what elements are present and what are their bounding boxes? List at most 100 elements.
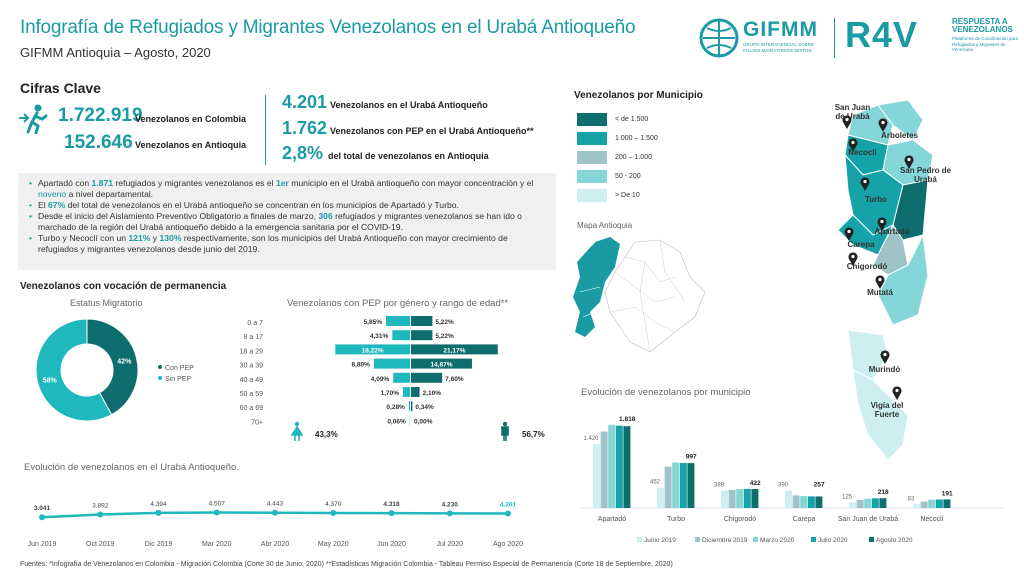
female-icon [290, 421, 304, 441]
globe-icon [699, 18, 739, 58]
legend-swatch [158, 376, 162, 380]
antioquia-value: 152.646 [64, 132, 133, 153]
female-value-label: 4,31% [370, 333, 389, 340]
male-value-label: 7,60% [445, 376, 464, 383]
age-group-label: 8 a 17 [244, 334, 264, 341]
data-label: 3.041 [34, 505, 51, 512]
antioquia-map-label: Mapa Antioquia [577, 221, 633, 230]
male-bar [411, 330, 433, 341]
walking-person-icon [19, 104, 48, 134]
r4v-logo-title: RESPUESTA A VENEZOLANOS [952, 17, 1013, 34]
bar [721, 490, 728, 508]
bar [687, 463, 695, 508]
female-value-label: 8,80% [351, 362, 370, 369]
data-label: 4.230 [442, 501, 459, 508]
male-icon [501, 421, 509, 441]
x-tick-label: Apartadó [598, 516, 627, 523]
legend-swatch [869, 537, 874, 542]
male-bar [411, 387, 420, 397]
female-value-label: 1,70% [381, 390, 400, 397]
last-value-label: 997 [686, 454, 697, 461]
permanencia-heading: Venezolanos con vocación de permanencia [20, 281, 227, 292]
bar [751, 489, 759, 508]
female-bar [393, 372, 410, 383]
data-point [505, 510, 511, 517]
age-group-label: 40 a 49 [240, 377, 263, 384]
donut-value-label: 42% [117, 358, 132, 365]
x-tick-label: Turbo [667, 516, 685, 523]
r4v-logo-subtitle: Plataforma de Coordinación para Refugiad… [952, 36, 1019, 52]
bar [928, 499, 936, 508]
bar [743, 488, 751, 508]
antioquia-map [573, 237, 706, 353]
last-value-label: 191 [942, 490, 953, 497]
map-legend-swatch [577, 151, 607, 164]
map-heading: Venezolanos por Municipio [574, 90, 703, 101]
legend-label: Agosto 2020 [876, 537, 913, 544]
male-bar [411, 401, 413, 412]
evolution-line-chart: 3.041 Jun 2019 3.892 Oct 2019 4.394 Dic 2019 4… [28, 501, 523, 548]
first-value-label: 390 [778, 482, 789, 488]
female-value-label: 18,22% [362, 347, 384, 354]
bar [943, 499, 951, 508]
donut-slice [35, 318, 113, 422]
municipio-bar-chart: 1.420 1.818 Apartadó 452 997 Turbo 389 422 Chigo… [580, 416, 1005, 544]
bar [615, 425, 623, 508]
female-total-label: 43,3% [315, 430, 338, 439]
colombia-label: Venezolanos en Colombia [135, 114, 247, 124]
x-tick-label: San Juan de Urabá [838, 516, 898, 523]
age-group-label: 70+ [251, 419, 263, 426]
municipio-label: Murindó [868, 365, 901, 374]
bar [871, 498, 879, 508]
male-bar [411, 358, 472, 369]
bar [623, 426, 631, 508]
donut-value-label: 58% [43, 378, 58, 385]
first-value-label: 452 [650, 480, 661, 486]
legend-label: Marzo 2020 [760, 537, 795, 544]
map-legend-label: < de 1.500 [615, 116, 649, 123]
note-item: Turbo y Necoclí con un 121% y 130% respe… [29, 233, 548, 255]
first-value-label: 83 [908, 496, 915, 502]
male-value-label: 21,17% [443, 347, 465, 354]
first-value-label: 1.420 [583, 436, 599, 442]
x-tick-label: Mar 2020 [202, 541, 232, 548]
bar [879, 498, 887, 508]
icon-head [294, 421, 300, 427]
key-notes: Apartadó con 1.871 refugiados y migrante… [18, 173, 556, 270]
bar [785, 490, 792, 508]
male-value-label: 5,22% [435, 333, 454, 340]
bar [849, 502, 856, 508]
status-donut-chart: 42% 58% Con PEP Sin PEP [35, 318, 194, 422]
data-label: 4.201 [500, 502, 517, 509]
age-group-label: 50 a 59 [240, 391, 263, 398]
legend-swatch [753, 537, 758, 542]
legend-label: Julio 2020 [818, 537, 848, 544]
pyramid-chart-title: Venezolanos con PEP por género y rango d… [287, 298, 509, 309]
male-value-label: 0,34% [415, 404, 434, 411]
x-tick-label: Jul 2020 [437, 541, 464, 548]
last-value-label: 218 [878, 489, 889, 496]
antioquia-label: Venezolanos en Antioquia [135, 140, 247, 150]
municipio-label: Arboletes [881, 131, 918, 140]
municipio-label: Turbo [864, 195, 888, 204]
footer-sources: Fuentes: *Infografía de Venezolanos en C… [20, 561, 673, 568]
donut-slice [86, 318, 139, 416]
first-value-label: 125 [842, 494, 853, 500]
legend-label: Sin PEP [165, 376, 191, 383]
female-bar [403, 387, 410, 397]
data-label: 4.394 [150, 501, 167, 508]
bar [913, 504, 920, 508]
page-title: Infografía de Refugiados y Migrantes Ven… [20, 17, 636, 38]
legend-label: Diciembre 2019 [702, 537, 748, 544]
age-group-label: 0 a 7 [247, 320, 263, 327]
bar [600, 431, 608, 508]
map-legend-swatch [577, 132, 607, 145]
municipio-label: San Pedro de Urabá [899, 166, 952, 184]
legend-label: Con PEP [165, 365, 194, 372]
data-point [446, 510, 453, 517]
map-legend-swatch [577, 170, 607, 183]
male-value-label: 0,00% [414, 418, 433, 425]
male-value-label: 14,87% [430, 362, 452, 369]
note-item: Apartadó con 1.871 refugiados y migrante… [29, 178, 548, 200]
bar [593, 444, 600, 508]
